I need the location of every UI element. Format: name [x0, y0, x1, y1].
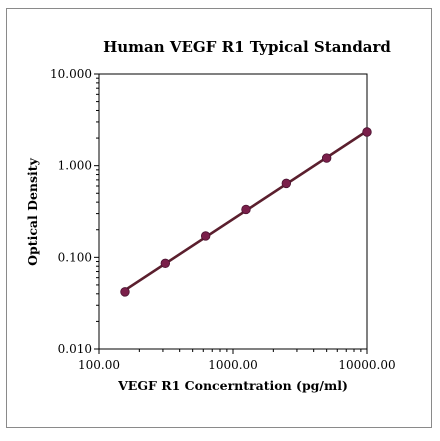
y-tick-label: 1.000	[58, 159, 92, 173]
x-tick-label: 1000.00	[208, 358, 258, 372]
y-tick-label: 10.000	[50, 67, 92, 81]
chart-frame	[6, 8, 432, 428]
data-point	[362, 127, 372, 137]
plot-area	[98, 73, 368, 350]
data-point	[200, 231, 211, 241]
data-point	[120, 287, 130, 297]
data-marks	[120, 127, 372, 297]
data-point	[321, 153, 332, 163]
x-tick-label: 10000.00	[338, 358, 395, 372]
axis-ticks	[94, 73, 368, 354]
x-tick-label: 100.00	[78, 358, 120, 372]
y-tick-label: 0.010	[58, 342, 92, 356]
axis-tick-labels: 10.000 1.000 0.100 0.010 100.00 1000.00 10000.…	[50, 67, 396, 372]
chart-title: Human VEGF R1 Typical Standard	[103, 38, 391, 56]
y-axis-label: Optical Density	[25, 157, 40, 265]
data-point	[160, 258, 171, 269]
x-axis-label: VEGF R1 Concerntration (pg/ml)	[117, 378, 348, 393]
y-tick-label: 0.100	[58, 250, 92, 264]
data-point	[241, 204, 251, 215]
data-point	[281, 178, 292, 189]
